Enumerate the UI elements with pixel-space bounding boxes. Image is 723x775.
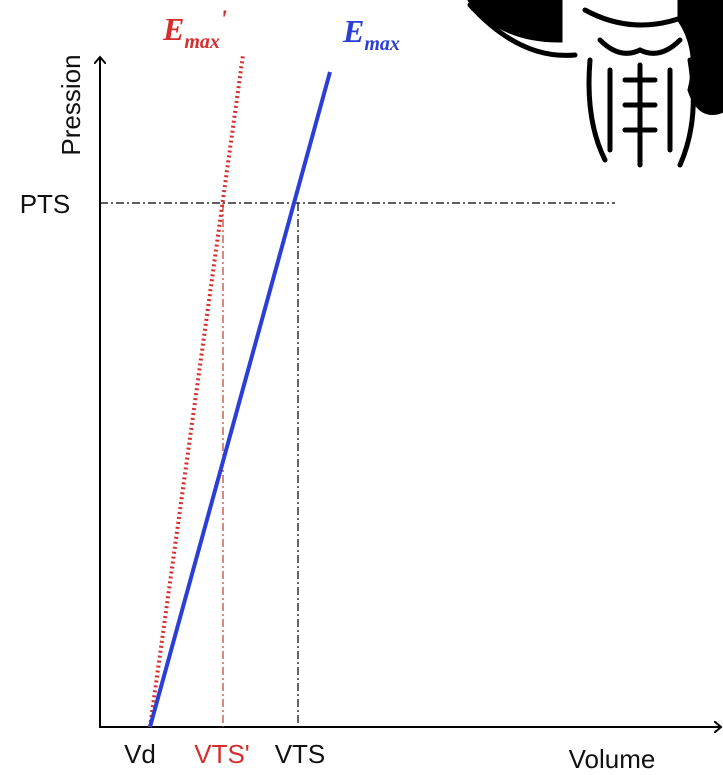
emax-label: Emax bbox=[342, 13, 400, 55]
emax-prime-label: Emax' bbox=[162, 5, 227, 53]
subscript: max bbox=[364, 33, 400, 55]
symbol: E bbox=[342, 13, 364, 49]
vts-label: VTS bbox=[275, 739, 326, 769]
symbol: E bbox=[162, 11, 184, 47]
pts-label: PTS bbox=[20, 189, 71, 219]
subscript: max bbox=[184, 31, 220, 53]
vts-prime-label: VTS' bbox=[194, 739, 250, 769]
muscle-figure bbox=[467, 0, 723, 168]
emax-prime-line bbox=[148, 54, 245, 728]
vd-label: Vd bbox=[124, 739, 156, 769]
emax-line bbox=[148, 71, 332, 728]
prime: ' bbox=[220, 5, 227, 34]
y-axis-label: Pression bbox=[56, 54, 86, 155]
x-axis-label: Volume bbox=[569, 744, 656, 774]
